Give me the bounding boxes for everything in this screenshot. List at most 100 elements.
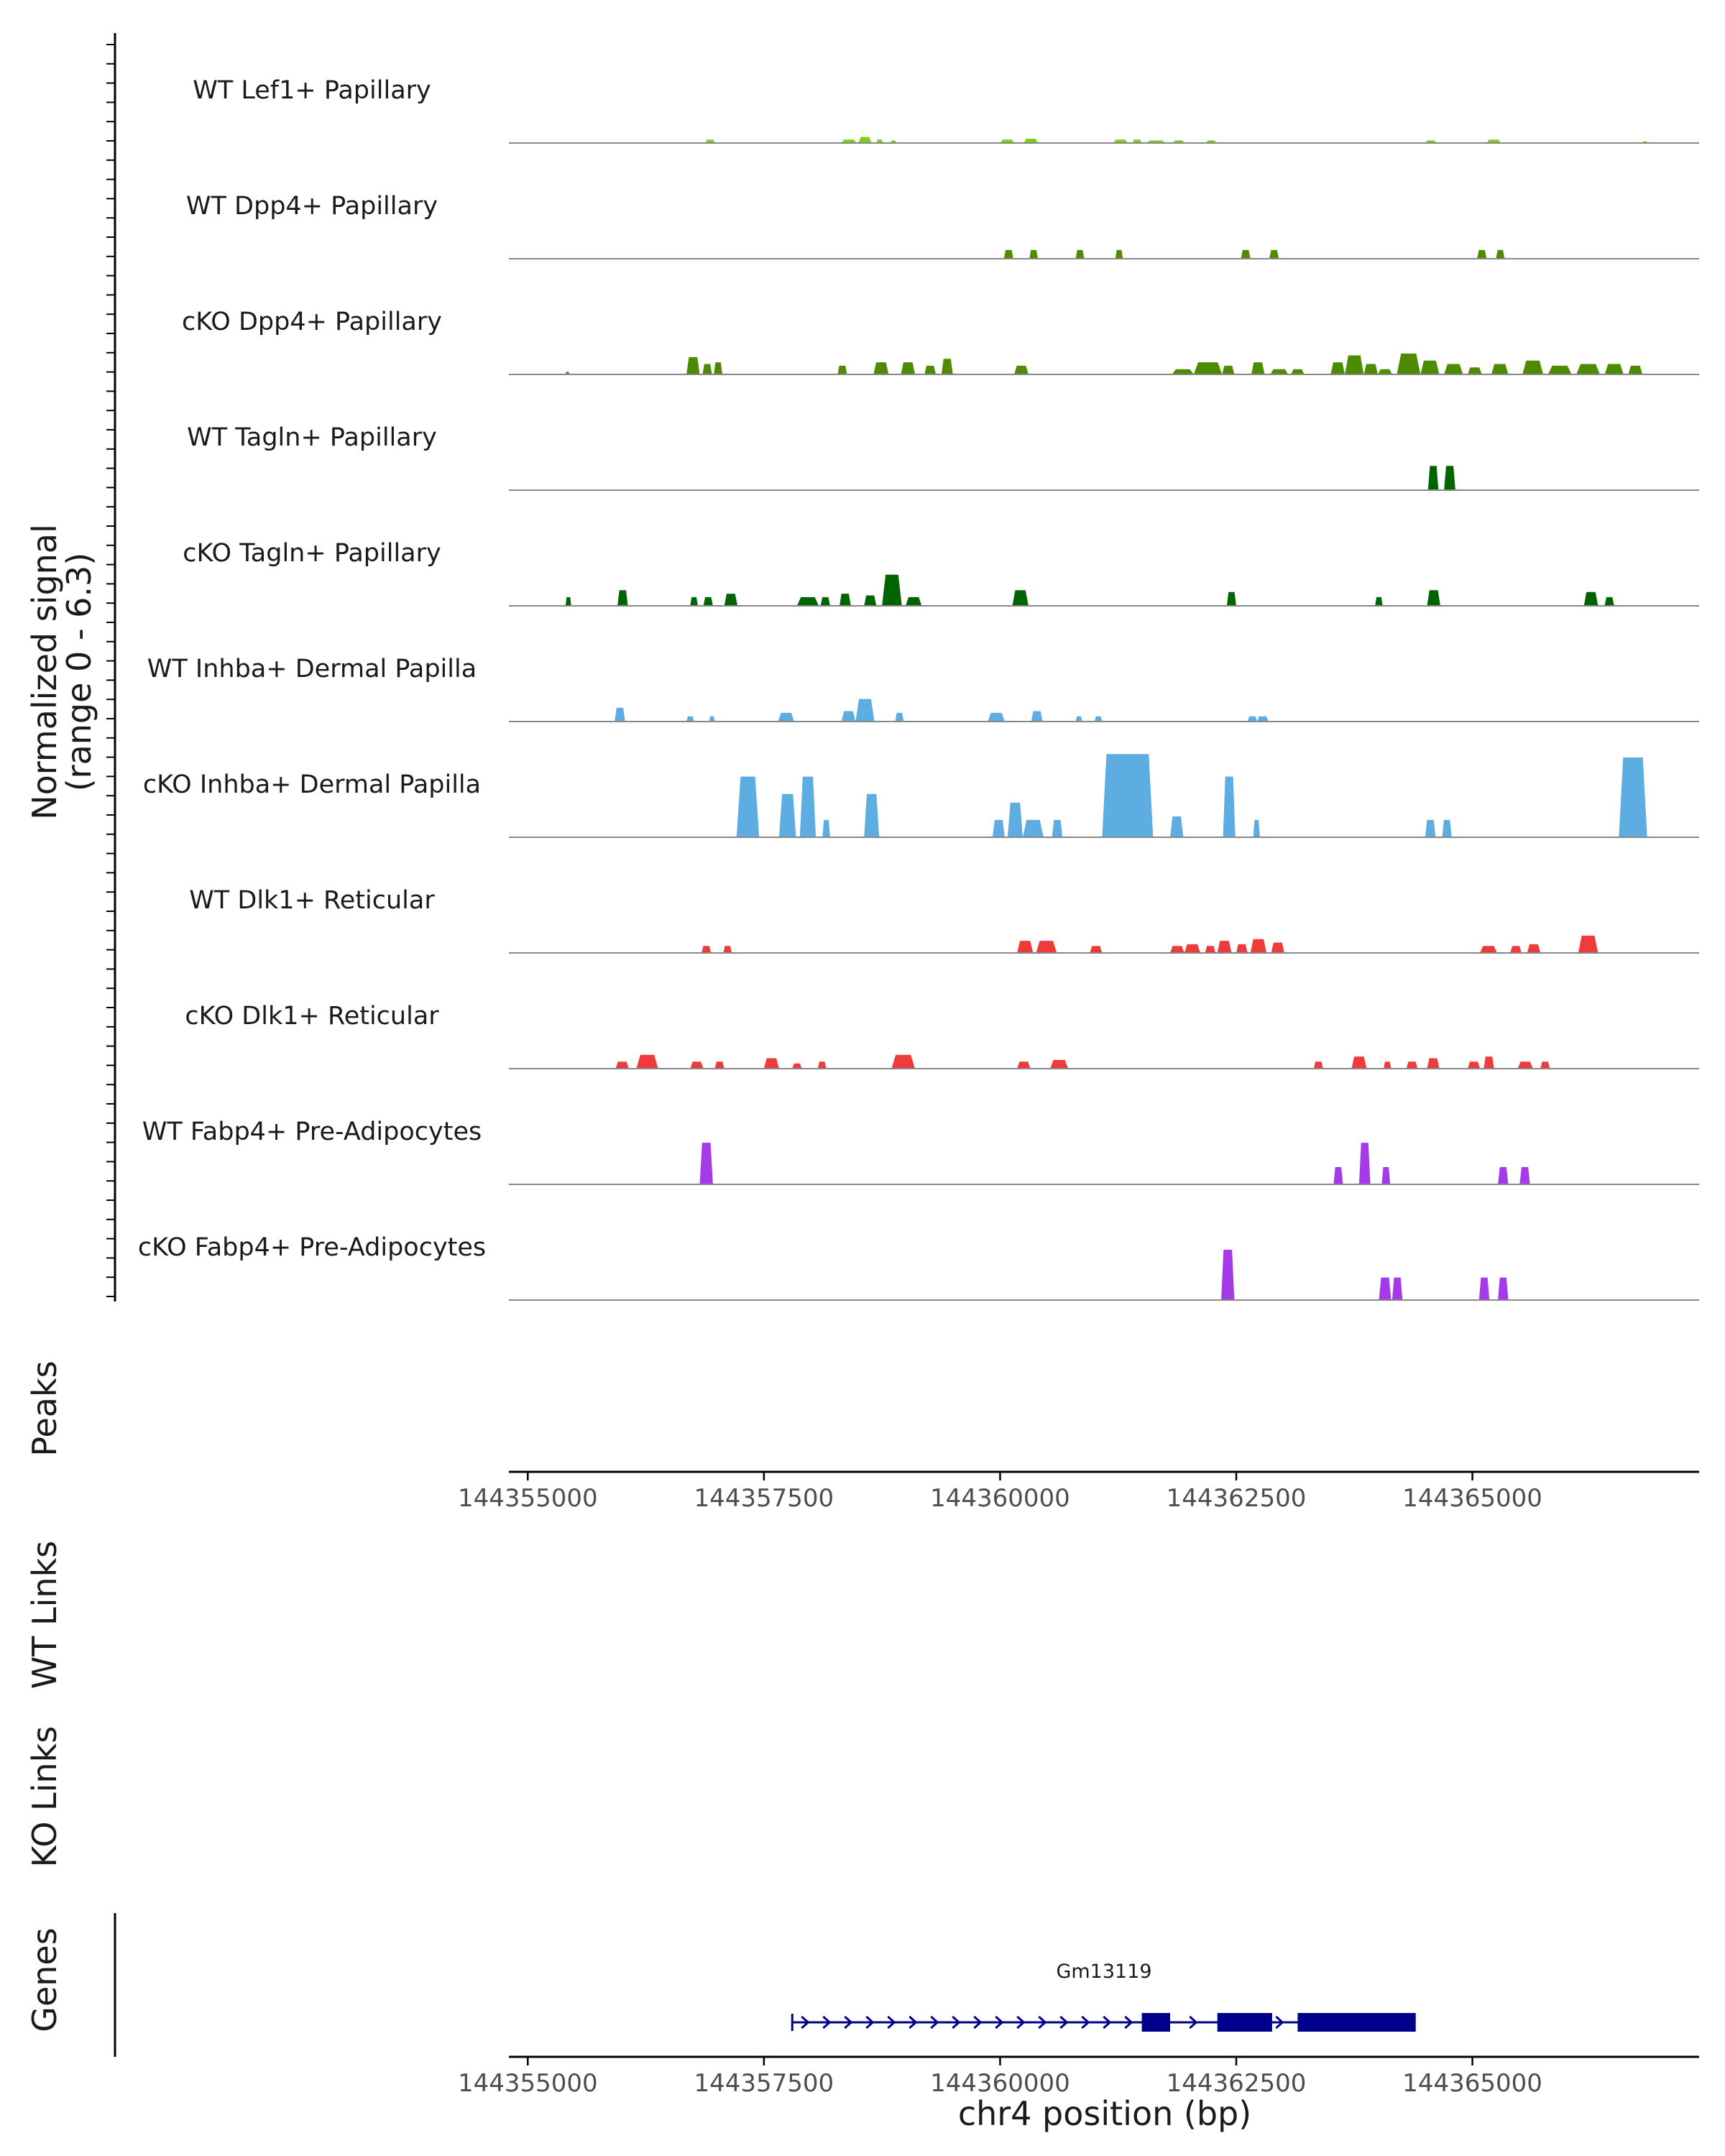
coverage-peak: [1024, 139, 1038, 143]
coverage-peak: [1113, 139, 1128, 143]
x-tick-label: 144360000: [930, 2069, 1070, 2098]
track-label: WT Inhba+ Dermal Papilla: [147, 655, 477, 683]
coverage-peak: [1604, 596, 1614, 606]
coverage-peak: [1576, 364, 1600, 374]
coverage-peak: [882, 574, 902, 606]
x-tick-label: 144365000: [1402, 1484, 1542, 1513]
coverage-peak: [1094, 716, 1103, 722]
track-label: cKO Fabp4+ Pre-Adipocytes: [138, 1233, 486, 1262]
coverage-peak: [714, 362, 722, 374]
coverage-peak: [1477, 249, 1487, 259]
strand-arrow: [1103, 2015, 1112, 2030]
strand-arrow: [1189, 2015, 1198, 2030]
coverage-peak: [1517, 1061, 1533, 1069]
gene-model: Gm13119: [791, 1961, 1416, 2032]
strand-arrow: [801, 2015, 810, 2030]
coverage-peak: [1029, 249, 1038, 259]
coverage-peak: [1012, 590, 1029, 606]
coverage-peak: [1014, 365, 1029, 374]
strand-arrow: [1124, 2015, 1133, 2030]
strand-arrow: [908, 2015, 918, 2030]
coverage-peak: [1510, 946, 1522, 953]
coverage-peak: [1184, 944, 1201, 953]
coverage-peak: [864, 793, 880, 837]
track: WT Lef1+ Papillary: [193, 76, 1699, 144]
signal-axis-range: (range 0 - 6.3): [60, 553, 98, 792]
strand-arrow: [973, 2015, 983, 2030]
coverage-peak: [1406, 1061, 1418, 1069]
coverage-peak: [686, 716, 694, 722]
coverage-peak: [1604, 364, 1624, 374]
coverage-peak: [1172, 369, 1194, 374]
coverage-peak: [1250, 939, 1267, 953]
coverage-peak: [1256, 716, 1269, 722]
x-tick-label: 144362500: [1167, 2069, 1307, 2098]
coverage-peak: [901, 362, 916, 374]
coverage-peak: [1170, 946, 1184, 953]
signal-axis-title: Normalized signal: [25, 524, 64, 820]
coverage-peak: [1363, 364, 1379, 374]
coverage-peak: [702, 364, 712, 374]
x-tick-label: 144365000: [1402, 2069, 1542, 2098]
track-label: WT Dpp4+ Papillary: [186, 192, 438, 221]
track-label: WT Fabp4+ Pre-Adipocytes: [142, 1118, 482, 1146]
coverage-peak: [778, 712, 794, 722]
coverage-peak: [1193, 362, 1223, 374]
coverage-peak: [1425, 819, 1436, 837]
track: WT Dlk1+ Reticular: [189, 886, 1699, 954]
coverage-peak: [876, 139, 883, 143]
coverage-peak: [1253, 819, 1260, 837]
coverage-peak: [1075, 249, 1085, 259]
coverage-peak: [1392, 1277, 1403, 1300]
x-tick-label: 144355000: [458, 2069, 598, 2098]
coverage-peak: [1345, 355, 1364, 374]
coverage-peak: [841, 711, 856, 722]
genes-panel-title: Genes: [25, 1927, 64, 2032]
coverage-peak: [1170, 816, 1184, 837]
coverage-peak: [636, 1054, 658, 1069]
coverage-peak: [724, 594, 738, 606]
coverage-peak: [1007, 802, 1023, 837]
coverage-peak: [1619, 757, 1647, 837]
coverage-peak: [1628, 365, 1643, 374]
coverage-peak: [1291, 369, 1305, 374]
coverage-peak: [1444, 466, 1455, 490]
coverage-peak: [895, 712, 904, 722]
track: cKO Fabp4+ Pre-Adipocytes: [138, 1233, 1699, 1301]
coverage-peak: [1527, 944, 1541, 953]
strand-arrow: [1038, 2015, 1047, 2030]
coverage-peak: [686, 356, 700, 374]
gene-annotation: Gm13119: [791, 1961, 1416, 2032]
track-label: WT Tagln+ Papillary: [187, 423, 437, 452]
strand-arrow: [1275, 2015, 1284, 2030]
coverage-peak: [1017, 941, 1034, 953]
coverage-peak: [817, 1061, 827, 1069]
coverage-peak: [906, 596, 922, 606]
coverage-peak: [1420, 360, 1440, 374]
track-label: cKO Dpp4+ Papillary: [182, 308, 442, 336]
coverage-peak: [1090, 946, 1103, 953]
coverage-peak: [736, 776, 760, 837]
coverage-peak: [615, 1061, 629, 1069]
coverage-peak: [1333, 1166, 1343, 1184]
coverage-peak: [1397, 354, 1421, 374]
coverage-peak: [690, 1061, 704, 1069]
coverage-peak: [709, 716, 715, 722]
coverage-peak: [1269, 249, 1279, 259]
coverage-peak: [1444, 364, 1463, 374]
coverage-peak: [1050, 1059, 1069, 1069]
x-axis-title: chr4 position (bp): [958, 2094, 1251, 2133]
coverage-peak: [778, 793, 796, 837]
coverage-peak: [1480, 946, 1497, 953]
coverage-peak: [1271, 942, 1284, 953]
x-tick-label: 144360000: [930, 1484, 1070, 1513]
coverage-peak: [1223, 776, 1236, 837]
coverage-peak: [1132, 139, 1142, 143]
signal-axis: [106, 33, 116, 1302]
track: WT Tagln+ Papillary: [187, 423, 1699, 491]
track: cKO Dlk1+ Reticular: [185, 1002, 1699, 1069]
coverage-peak: [796, 596, 819, 606]
coverage-peak: [1075, 716, 1082, 722]
coverage-peak: [799, 776, 816, 837]
coverage-peak: [1478, 1277, 1490, 1300]
